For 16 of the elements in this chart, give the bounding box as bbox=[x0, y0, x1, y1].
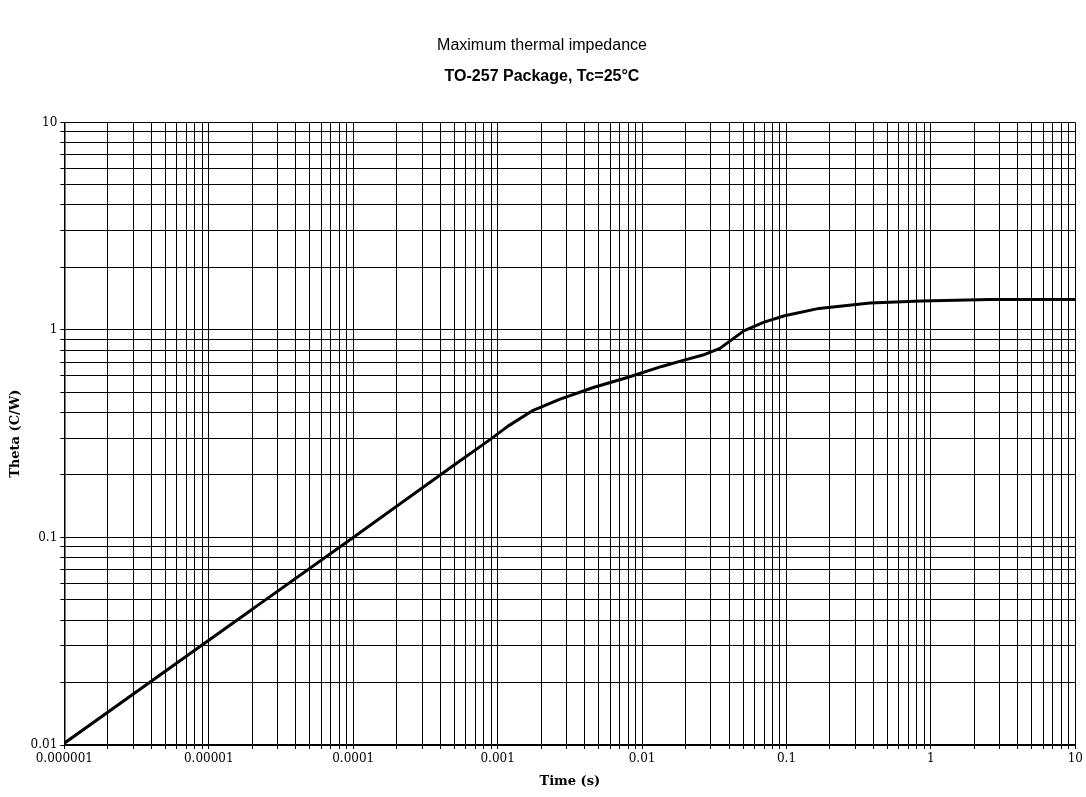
x-tick-label: 0.01 bbox=[628, 751, 656, 766]
x-axis-title: Time (s) bbox=[539, 772, 601, 788]
x-tick-label: 10 bbox=[1067, 751, 1084, 766]
y-axis-title: Theta (C/W) bbox=[7, 389, 23, 478]
y-tick-label: 1 bbox=[49, 322, 58, 337]
x-tick-label: 0.1 bbox=[776, 751, 797, 766]
x-tick-label: 0.000001 bbox=[35, 751, 93, 766]
chart-title: Maximum thermal impedance bbox=[437, 36, 648, 54]
y-tick-label: 10 bbox=[42, 114, 58, 129]
y-tick-label: 0.1 bbox=[38, 529, 58, 544]
x-tick-label: 1 bbox=[927, 751, 935, 766]
y-tick-label: 0.01 bbox=[30, 737, 58, 752]
x-tick-label: 0.00001 bbox=[183, 751, 234, 766]
x-tick-label: 0.0001 bbox=[332, 751, 375, 766]
chart-subtitle: TO-257 Package, Tc=25°C bbox=[444, 67, 640, 85]
x-tick-label: 0.001 bbox=[480, 751, 515, 766]
